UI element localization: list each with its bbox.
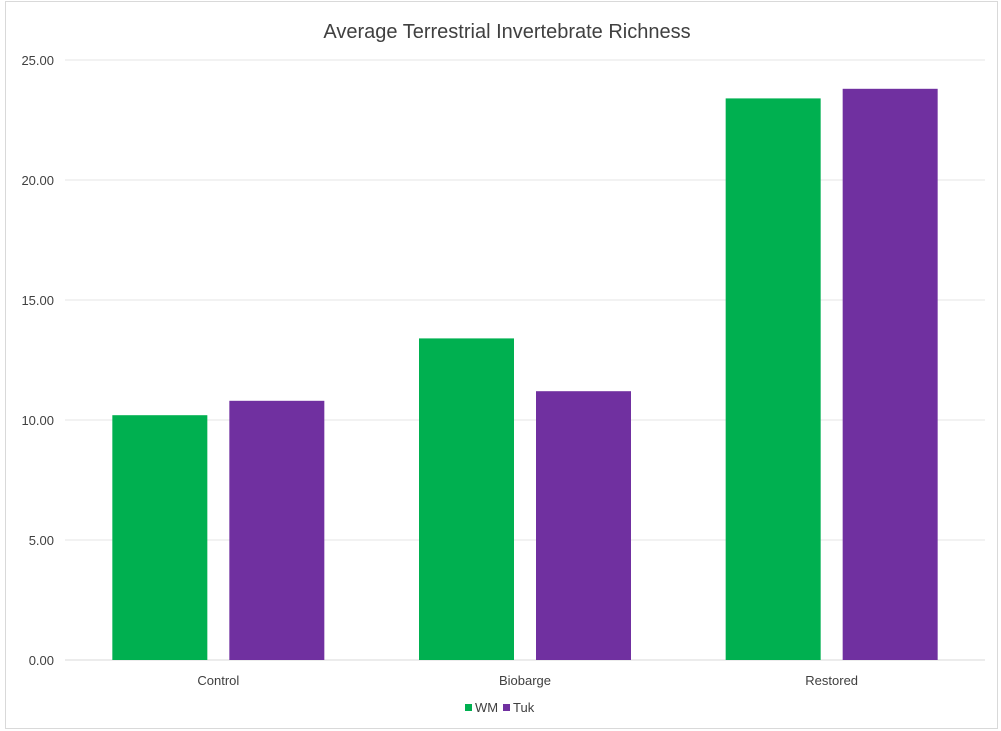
bar-tuk-restored [842, 88, 938, 661]
y-tick-label: 20.00 [21, 173, 54, 188]
bar-wm-biobarge [419, 338, 514, 660]
chart-title: Average Terrestrial Invertebrate Richnes… [323, 21, 690, 43]
x-tick-label: Biobarge [499, 673, 551, 688]
legend-swatch-tuk [503, 704, 510, 711]
y-axis-tick-labels: 0.00 5.00 10.00 15.00 20.00 25.00 [21, 53, 54, 668]
bar-wm-restored [725, 98, 821, 660]
gridlines [65, 59, 985, 661]
legend-label-wm: WM [475, 700, 498, 715]
y-tick-label: 15.00 [21, 293, 54, 308]
bar-tuk-control [229, 400, 325, 660]
y-tick-label: 25.00 [21, 53, 54, 68]
x-tick-label: Restored [805, 673, 858, 688]
x-tick-label: Control [197, 673, 239, 688]
legend-swatch-wm [465, 704, 472, 711]
y-tick-label: 5.00 [29, 533, 54, 548]
bars [112, 88, 938, 661]
bar-tuk-biobarge [536, 391, 631, 660]
legend: WM Tuk [465, 700, 535, 715]
bar-wm-control [112, 415, 208, 660]
legend-label-tuk: Tuk [513, 700, 535, 715]
x-axis-tick-labels: Control Biobarge Restored [197, 673, 858, 688]
y-tick-label: 10.00 [21, 413, 54, 428]
y-tick-label: 0.00 [29, 653, 54, 668]
